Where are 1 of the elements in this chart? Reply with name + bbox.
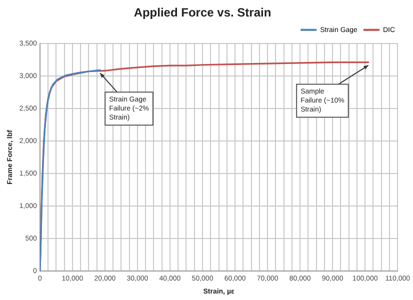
chart-title: Applied Force vs. Strain <box>134 6 272 20</box>
